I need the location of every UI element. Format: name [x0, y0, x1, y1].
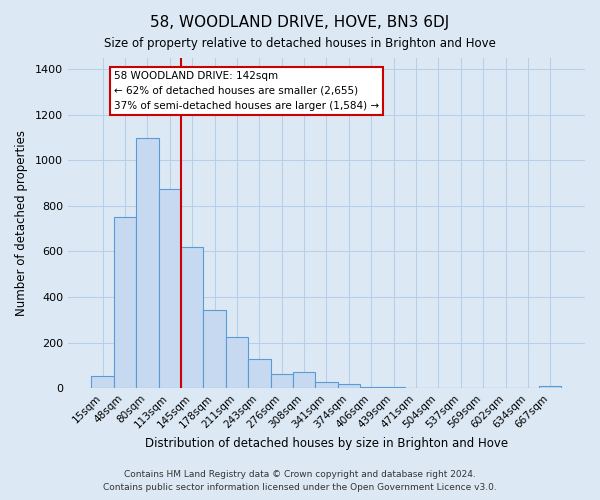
Bar: [203, 310, 226, 388]
Bar: [248, 358, 271, 388]
X-axis label: Distribution of detached houses by size in Brighton and Hove: Distribution of detached houses by size …: [145, 437, 508, 450]
Text: 58, WOODLAND DRIVE, HOVE, BN3 6DJ: 58, WOODLAND DRIVE, HOVE, BN3 6DJ: [151, 15, 449, 30]
Bar: [293, 372, 315, 388]
Text: Contains HM Land Registry data © Crown copyright and database right 2024.
Contai: Contains HM Land Registry data © Crown c…: [103, 470, 497, 492]
Bar: [226, 337, 248, 388]
Bar: [136, 138, 158, 388]
Bar: [158, 188, 181, 388]
Bar: [91, 376, 114, 388]
Bar: [315, 382, 338, 388]
Text: Size of property relative to detached houses in Brighton and Hove: Size of property relative to detached ho…: [104, 38, 496, 51]
Y-axis label: Number of detached properties: Number of detached properties: [15, 130, 28, 316]
Bar: [271, 374, 293, 388]
Bar: [338, 384, 360, 388]
Bar: [539, 386, 562, 388]
Bar: [360, 386, 382, 388]
Text: 58 WOODLAND DRIVE: 142sqm
← 62% of detached houses are smaller (2,655)
37% of se: 58 WOODLAND DRIVE: 142sqm ← 62% of detac…: [114, 71, 379, 111]
Bar: [114, 217, 136, 388]
Bar: [181, 247, 203, 388]
